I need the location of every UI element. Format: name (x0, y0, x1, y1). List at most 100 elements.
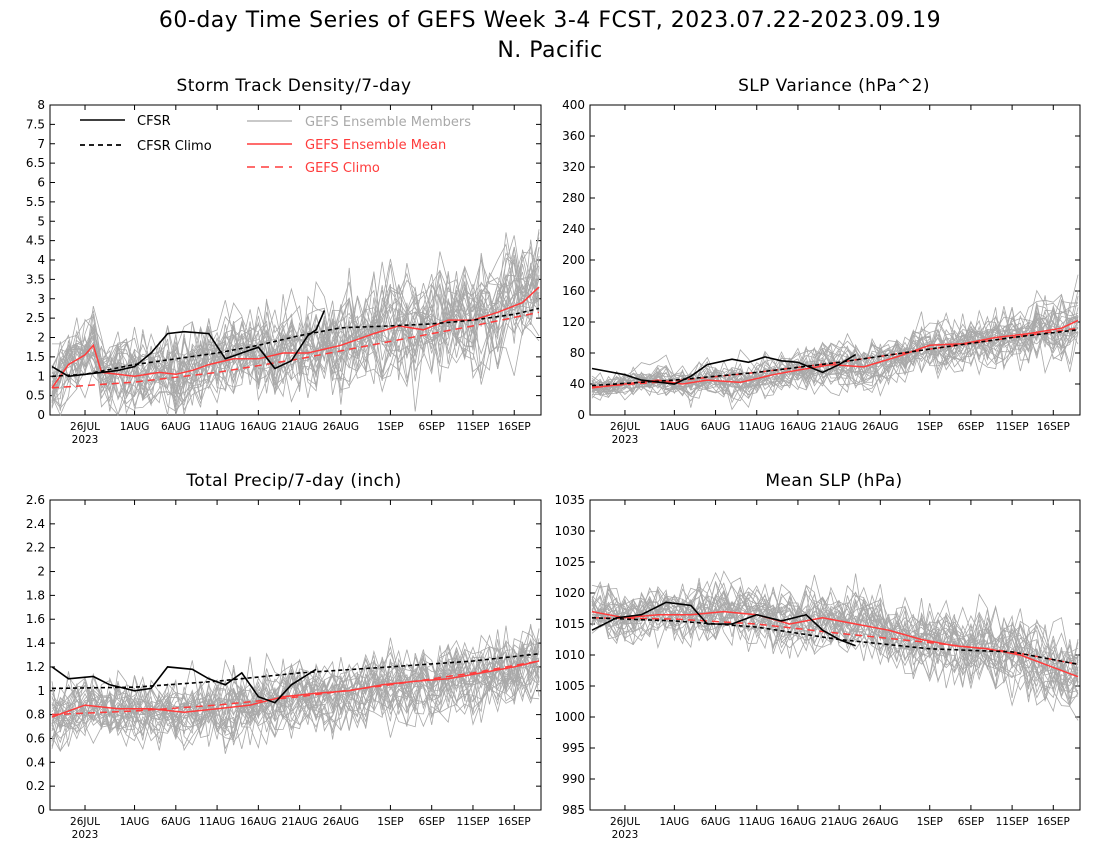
series-cfsr (51, 666, 317, 704)
x-tick-label: 26JUL (610, 421, 640, 433)
y-tick-label: 1025 (554, 555, 585, 569)
x-tick-label: 11SEP (456, 816, 489, 828)
figure-subtitle-region: N. Pacific (497, 38, 602, 63)
y-tick-label: 160 (562, 284, 585, 298)
ensemble-member-line (591, 583, 1079, 699)
chart-panel-total-precip: 0 0.2 0.4 0.6 0.8 1 1.2 1.4 1.6 1.8 2 2.2 2.4 2.6 26JU… (26, 493, 542, 841)
x-tick-label: 16SEP (1037, 816, 1070, 828)
y-tick-label: 0.4 (26, 755, 45, 769)
ensemble-member-line (591, 302, 1079, 391)
ensemble-member-line (51, 300, 540, 416)
y-tick-label: 1015 (554, 617, 585, 631)
y-tick-label: 6.5 (26, 156, 45, 170)
ensemble-member-line (591, 290, 1079, 392)
y-tick-label: 4 (37, 253, 45, 267)
x-tick-label: 11SEP (456, 421, 489, 433)
y-tick-label: 40 (570, 377, 585, 391)
series-gefs-ensemble-mean (591, 319, 1079, 389)
ensemble-member-line (591, 589, 1079, 706)
y-tick-label: 5.5 (26, 195, 45, 209)
y-tick-label: 2.2 (26, 541, 45, 555)
panel-title-slp-variance: SLP Variance (hPa^2) (738, 76, 930, 96)
y-tick-label: 1 (37, 369, 45, 383)
ensemble-member-line (591, 574, 1079, 666)
x-tick-label: 6SEP (419, 421, 445, 433)
x-tick-label: 1AUG (660, 816, 690, 828)
series-cfsr-climo (591, 329, 1079, 387)
y-tick-label: 985 (562, 803, 585, 817)
ensemble-member-line (591, 600, 1079, 692)
x-tick-label: 16AUG (780, 816, 816, 828)
figure-title: 60-day Time Series of GEFS Week 3-4 FCST… (159, 8, 941, 33)
y-tick-label: 0.6 (26, 731, 45, 745)
x-tick-label: 1SEP (917, 421, 943, 433)
x-tick-label: 21AUG (281, 816, 317, 828)
x-tick-label: 1SEP (377, 421, 403, 433)
x-tick-label: 26JUL (70, 421, 100, 433)
x-tick-label: 6SEP (419, 816, 445, 828)
y-tick-label: 0.2 (26, 779, 45, 793)
ensemble-member-line (51, 239, 540, 400)
x-tick-label: 26AUG (323, 816, 359, 828)
x-tick-label: 16AUG (240, 421, 276, 433)
x-tick-label: 1AUG (660, 421, 690, 433)
ensemble-member-line (51, 628, 540, 751)
x-tick-label: 21AUG (821, 816, 857, 828)
y-tick-label: 7 (37, 137, 45, 151)
y-tick-label: 1030 (554, 524, 585, 538)
y-tick-label: 320 (562, 160, 585, 174)
y-tick-label: 1035 (554, 493, 585, 507)
x-tick-label: 26JUL (610, 816, 640, 828)
y-tick-label: 1005 (554, 679, 585, 693)
series-gefs-climo (51, 660, 540, 716)
y-tick-label: 0.8 (26, 708, 45, 722)
series-cfsr (591, 601, 856, 647)
x-tick-label: 6AUG (701, 816, 731, 828)
plot-frame (49, 499, 542, 811)
y-tick-label: 5 (37, 214, 45, 228)
x-tick-label: 11SEP (996, 421, 1029, 433)
x-year-label: 2023 (612, 434, 639, 446)
legend-label-cfsr-climo: CFSR Climo (137, 139, 212, 154)
chart-panel-storm-track-density: 0 0.5 1 1.5 2 2.5 3 3.5 4 4.5 5 5.5 6 6.5 7 7.5 8 26JUL 1A… (26, 98, 542, 446)
x-tick-label: 6AUG (701, 421, 731, 433)
ensemble-member-line (51, 650, 540, 732)
x-tick-label: 26AUG (862, 421, 898, 433)
x-tick-label: 26JUL (70, 816, 100, 828)
ensemble-member-line (591, 587, 1079, 705)
series-gefs-ensemble-mean (51, 286, 540, 389)
y-tick-label: 0 (37, 408, 45, 422)
y-tick-label: 3 (37, 292, 45, 306)
x-tick-label: 16AUG (780, 421, 816, 433)
x-tick-label: 16SEP (1037, 421, 1070, 433)
ensemble-member-line (591, 571, 1079, 676)
y-tick-label: 2.6 (26, 493, 45, 507)
x-tick-label: 6SEP (958, 421, 984, 433)
x-tick-label: 21AUG (821, 421, 857, 433)
y-tick-label: 360 (562, 129, 585, 143)
x-tick-label: 26AUG (323, 421, 359, 433)
y-tick-label: 4.5 (26, 234, 45, 248)
y-tick-label: 1.8 (26, 588, 45, 602)
y-tick-label: 0 (577, 408, 585, 422)
ensemble-member-line (51, 630, 540, 728)
x-year-label: 2023 (72, 829, 99, 841)
y-tick-label: 2 (37, 565, 45, 579)
x-tick-label: 11AUG (199, 421, 235, 433)
x-tick-label: 6AUG (161, 816, 191, 828)
ensemble-member-line (591, 324, 1079, 411)
x-tick-label: 16AUG (240, 816, 276, 828)
x-tick-label: 11SEP (996, 816, 1029, 828)
y-tick-label: 1.2 (26, 660, 45, 674)
ensemble-member-line (51, 634, 540, 746)
ensemble-member-line (591, 295, 1079, 394)
ensemble-member-line (51, 651, 540, 747)
y-tick-label: 1020 (554, 586, 585, 600)
y-tick-label: 8 (37, 98, 45, 112)
y-tick-label: 0 (37, 803, 45, 817)
x-tick-label: 11AUG (739, 421, 775, 433)
legend-label-cfsr: CFSR (137, 114, 171, 129)
x-tick-label: 16SEP (498, 421, 531, 433)
ensemble-member-line (51, 243, 540, 406)
x-tick-label: 11AUG (199, 816, 235, 828)
